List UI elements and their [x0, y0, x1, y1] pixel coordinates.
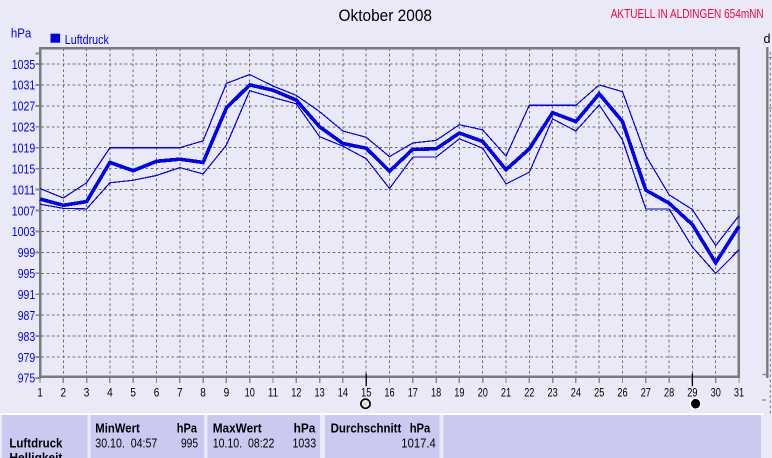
svg-text:991: 991: [18, 287, 36, 302]
svg-text:31: 31: [734, 386, 744, 400]
svg-text:19: 19: [454, 386, 464, 400]
svg-text:1031: 1031: [12, 78, 35, 93]
svg-text:995: 995: [181, 437, 198, 451]
svg-text:1019: 1019: [12, 141, 35, 156]
svg-text:1007: 1007: [12, 203, 35, 218]
svg-text:Helligkeit: Helligkeit: [9, 451, 63, 458]
svg-text:6: 6: [154, 386, 160, 400]
svg-text:Luftdruck: Luftdruck: [9, 437, 62, 451]
svg-text:7: 7: [177, 386, 183, 400]
svg-text:983: 983: [18, 329, 36, 344]
svg-text:995: 995: [18, 266, 36, 281]
svg-text:979: 979: [18, 350, 36, 365]
svg-text:1027: 1027: [12, 99, 35, 114]
svg-text:20: 20: [478, 386, 488, 400]
svg-text:3: 3: [84, 386, 90, 400]
svg-text:29: 29: [687, 386, 697, 400]
svg-text:16: 16: [384, 386, 394, 400]
svg-text:26: 26: [617, 386, 627, 400]
svg-text:24: 24: [571, 386, 581, 400]
svg-text:Oktober 2008: Oktober 2008: [339, 7, 433, 25]
svg-text:hPa: hPa: [177, 421, 198, 435]
svg-text:MinWert: MinWert: [95, 421, 140, 435]
svg-text:1017.4: 1017.4: [401, 437, 436, 451]
svg-text:17: 17: [408, 386, 418, 400]
svg-text:d: d: [764, 32, 771, 46]
svg-text:28: 28: [664, 386, 674, 400]
svg-text:1: 1: [37, 386, 43, 400]
svg-text:1003: 1003: [12, 224, 35, 239]
svg-text:1023: 1023: [12, 120, 35, 135]
svg-text:hPa: hPa: [294, 421, 317, 435]
svg-text:4: 4: [107, 386, 113, 400]
svg-text:8: 8: [200, 386, 206, 400]
svg-text:hPa: hPa: [11, 26, 32, 41]
svg-text:987: 987: [18, 308, 36, 323]
svg-text:AKTUELL IN ALDINGEN 654mNN: AKTUELL IN ALDINGEN 654mNN: [611, 6, 764, 21]
svg-text:1033: 1033: [293, 437, 317, 451]
svg-text:10: 10: [245, 386, 255, 400]
svg-text:2: 2: [61, 386, 67, 400]
svg-text:10.10. 08:22: 10.10. 08:22: [213, 437, 275, 451]
svg-text:13: 13: [315, 386, 325, 400]
svg-text:999: 999: [18, 245, 36, 260]
svg-text:975: 975: [18, 371, 36, 386]
svg-text:27: 27: [641, 386, 651, 400]
svg-text:1035: 1035: [12, 57, 35, 72]
svg-text:23: 23: [548, 386, 558, 400]
svg-text:Durchschnitt: Durchschnitt: [331, 421, 402, 435]
svg-text:1011: 1011: [12, 182, 35, 197]
svg-text:22: 22: [524, 386, 534, 400]
svg-text:9: 9: [224, 386, 230, 400]
svg-text:5: 5: [130, 386, 136, 400]
svg-text:11: 11: [268, 386, 278, 400]
svg-text:1015: 1015: [12, 162, 35, 177]
svg-text:Luftdruck: Luftdruck: [65, 32, 109, 47]
svg-text:30.10. 04:57: 30.10. 04:57: [95, 437, 157, 451]
svg-text:MaxWert: MaxWert: [213, 421, 263, 435]
svg-text:hPa: hPa: [410, 421, 432, 435]
svg-text:21: 21: [501, 386, 511, 400]
svg-text:25: 25: [594, 386, 604, 400]
svg-text:18: 18: [431, 386, 441, 400]
svg-text:14: 14: [338, 386, 348, 400]
svg-text:30: 30: [711, 386, 721, 400]
svg-text:15: 15: [361, 386, 371, 400]
svg-text:12: 12: [291, 386, 301, 400]
